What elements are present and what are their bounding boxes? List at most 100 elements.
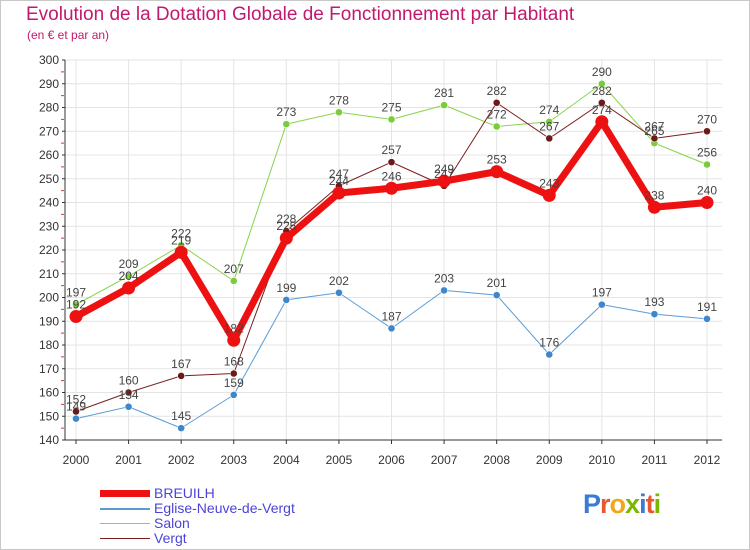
- data-labels: 149 154 145 159 199 202 187 203 201 176 197 193 191 1…: [66, 65, 717, 423]
- point-breuilh: [700, 196, 714, 209]
- y-tick-label: 180: [39, 338, 59, 352]
- point-breuilh: [69, 310, 83, 323]
- point-breuilh: [490, 165, 504, 179]
- point-eglise-neuve-de-vergt: [229, 390, 238, 399]
- point-salon: [492, 122, 501, 131]
- point-breuilh: [595, 115, 609, 129]
- point-eglise-neuve-de-vergt: [703, 314, 711, 323]
- point-vergt: [545, 134, 554, 143]
- point-salon: [703, 160, 711, 169]
- logo-letter: o: [609, 489, 626, 519]
- data-label-salon: 274: [539, 103, 559, 117]
- logo-letter: i: [639, 489, 646, 519]
- data-label-breuilh: 204: [119, 269, 139, 283]
- x-tick-label: 2011: [642, 453, 668, 467]
- data-label-eglise-neuve-de-vergt: 202: [329, 274, 349, 288]
- point-vergt: [124, 388, 133, 397]
- point-salon: [229, 276, 238, 285]
- point-eglise-neuve-de-vergt: [72, 414, 80, 423]
- x-tick-label: 2009: [536, 453, 563, 467]
- data-label-eglise-neuve-de-vergt: 145: [171, 409, 191, 423]
- grid: [65, 59, 722, 441]
- data-label-eglise-neuve-de-vergt: 149: [66, 400, 86, 414]
- y-tick-label: 170: [39, 362, 59, 376]
- point-salon: [597, 79, 606, 88]
- data-label-breuilh: 182: [224, 321, 244, 335]
- data-label-salon: 222: [171, 226, 191, 240]
- data-label-salon: 273: [276, 105, 296, 119]
- point-breuilh: [385, 181, 398, 195]
- legend-swatch-breuilh: [100, 490, 150, 497]
- y-tick-label: 260: [39, 148, 59, 162]
- x-tick-label: 2003: [220, 453, 247, 467]
- legend-swatch-vergt: [100, 538, 150, 539]
- data-label-vergt: 228: [276, 212, 296, 226]
- x-tick-label: 2010: [588, 453, 615, 467]
- legend-label-salon: Salon: [154, 515, 190, 531]
- point-breuilh: [122, 281, 136, 295]
- y-tick-label: 220: [39, 243, 59, 257]
- data-label-breuilh: 274: [592, 103, 612, 117]
- point-salon: [440, 101, 448, 110]
- y-tick-label: 280: [39, 101, 59, 115]
- point-salon: [335, 108, 343, 117]
- point-vergt: [492, 98, 501, 107]
- x-tick-label: 2008: [483, 453, 510, 467]
- y-tick-label: 290: [39, 77, 59, 91]
- data-label-breuilh: 240: [697, 184, 717, 198]
- y-tick-label: 140: [39, 433, 59, 447]
- point-salon: [545, 117, 554, 126]
- logo-letter: r: [600, 489, 610, 519]
- data-label-salon: 265: [644, 124, 664, 138]
- data-label-breuilh: 225: [276, 219, 296, 233]
- point-salon: [387, 115, 396, 124]
- data-label-vergt: 247: [329, 167, 349, 181]
- chart-subtitle: (en € et par an): [27, 28, 110, 42]
- point-eglise-neuve-de-vergt: [492, 291, 501, 300]
- point-eglise-neuve-de-vergt: [440, 286, 448, 295]
- data-label-vergt: 282: [592, 84, 612, 98]
- data-label-breuilh: 243: [539, 176, 559, 190]
- point-eglise-neuve-de-vergt: [335, 288, 343, 297]
- y-tick-label: 190: [39, 314, 59, 328]
- point-vergt: [597, 98, 606, 107]
- data-label-breuilh: 219: [171, 233, 191, 247]
- point-breuilh: [437, 174, 451, 188]
- point-salon: [124, 272, 133, 281]
- y-tick-label: 160: [39, 386, 59, 400]
- chart-title: Evolution de la Dotation Globale de Fonc…: [26, 4, 575, 25]
- point-vergt: [72, 407, 80, 416]
- data-label-eglise-neuve-de-vergt: 191: [697, 300, 717, 314]
- x-tick-label: 2000: [63, 453, 90, 467]
- x-axis: 2000 2001 2002 2003 2004 2005 2006 2007 2008 2009…: [63, 439, 722, 467]
- x-tick-label: 2006: [378, 453, 405, 467]
- point-eglise-neuve-de-vergt: [387, 324, 396, 333]
- point-breuilh: [227, 333, 241, 347]
- legend-label-breuilh: BREUILH: [154, 485, 215, 501]
- point-eglise-neuve-de-vergt: [124, 402, 133, 411]
- x-tick-label: 2001: [115, 453, 142, 467]
- point-breuilh: [332, 186, 346, 200]
- point-vergt: [229, 369, 238, 378]
- point-eglise-neuve-de-vergt: [597, 300, 606, 309]
- data-label-vergt: 168: [224, 355, 244, 369]
- point-vergt: [650, 134, 659, 143]
- legend-swatch-eglise: [100, 508, 150, 510]
- data-label-breuilh: 238: [644, 188, 664, 202]
- data-label-eglise-neuve-de-vergt: 203: [434, 271, 454, 285]
- y-tick-label: 200: [39, 291, 59, 305]
- data-label-salon: 281: [434, 86, 454, 100]
- proxiti-logo: Proxiti: [583, 489, 661, 520]
- data-label-salon: 290: [592, 65, 612, 79]
- logo-letter: i: [653, 489, 661, 519]
- data-label-salon: 197: [66, 286, 86, 300]
- data-label-vergt: 270: [697, 112, 717, 126]
- data-label-salon: 272: [487, 108, 507, 122]
- data-label-vergt: 152: [66, 393, 86, 407]
- data-label-eglise-neuve-de-vergt: 199: [276, 281, 296, 295]
- y-tick-label: 240: [39, 196, 59, 210]
- point-eglise-neuve-de-vergt: [177, 424, 186, 433]
- logo-letter: P: [583, 489, 601, 519]
- x-tick-label: 2005: [326, 453, 353, 467]
